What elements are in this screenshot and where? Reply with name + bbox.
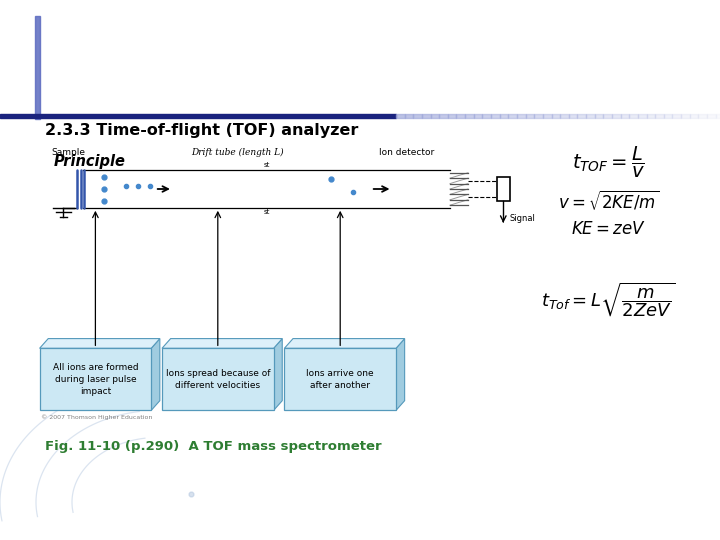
- Bar: [284, 348, 396, 410]
- Text: 2.3.3 Time-of-flight (TOF) analyzer: 2.3.3 Time-of-flight (TOF) analyzer: [45, 123, 358, 138]
- Bar: [612, 114, 621, 118]
- Text: Drift tube (length L): Drift tube (length L): [192, 147, 284, 157]
- Bar: [456, 114, 465, 118]
- Bar: [655, 114, 664, 118]
- Bar: [422, 114, 431, 118]
- Polygon shape: [40, 339, 160, 348]
- Bar: [35, 16, 40, 119]
- Bar: [448, 114, 456, 118]
- Text: $t_{TOF}=\dfrac{L}{v}$: $t_{TOF}=\dfrac{L}{v}$: [572, 145, 645, 179]
- Bar: [431, 114, 439, 118]
- Bar: [664, 114, 672, 118]
- Polygon shape: [274, 339, 282, 410]
- Bar: [465, 114, 474, 118]
- Bar: [603, 114, 612, 118]
- Bar: [560, 114, 569, 118]
- Text: Fig. 11-10 (p.290)  A TOF mass spectrometer: Fig. 11-10 (p.290) A TOF mass spectromet…: [45, 440, 382, 453]
- Bar: [396, 114, 405, 118]
- Bar: [491, 114, 500, 118]
- Text: st: st: [264, 162, 269, 168]
- Polygon shape: [284, 339, 405, 348]
- Bar: [698, 114, 707, 118]
- Bar: [413, 114, 422, 118]
- Text: Ions arrive one
after another: Ions arrive one after another: [307, 369, 374, 390]
- Bar: [621, 114, 629, 118]
- Bar: [577, 114, 586, 118]
- Bar: [500, 114, 508, 118]
- Polygon shape: [151, 339, 160, 410]
- Text: st: st: [264, 209, 269, 215]
- Bar: [629, 114, 638, 118]
- Bar: [162, 348, 274, 410]
- Bar: [0, 114, 396, 118]
- Bar: [707, 114, 716, 118]
- Bar: [647, 114, 655, 118]
- Text: All ions are formed
during laser pulse
impact: All ions are formed during laser pulse i…: [53, 363, 138, 396]
- Text: Principle: Principle: [54, 154, 126, 169]
- Bar: [586, 114, 595, 118]
- Bar: [543, 114, 552, 118]
- Bar: [526, 114, 534, 118]
- Bar: [681, 114, 690, 118]
- Bar: [595, 114, 603, 118]
- Bar: [672, 114, 681, 118]
- Text: Ion detector: Ion detector: [379, 147, 434, 157]
- Text: Signal: Signal: [509, 214, 535, 223]
- Polygon shape: [162, 339, 282, 348]
- Text: $KE=zeV$: $KE=zeV$: [571, 220, 646, 239]
- Bar: [534, 114, 543, 118]
- Text: $t_{Tof}=L\sqrt{\dfrac{m}{2ZeV}}$: $t_{Tof}=L\sqrt{\dfrac{m}{2ZeV}}$: [541, 280, 675, 319]
- Bar: [716, 114, 720, 118]
- Bar: [690, 114, 698, 118]
- Bar: [517, 114, 526, 118]
- Bar: [405, 114, 413, 118]
- Text: $v=\sqrt{2KE/m}$: $v=\sqrt{2KE/m}$: [558, 188, 659, 212]
- Bar: [508, 114, 517, 118]
- Bar: [638, 114, 647, 118]
- Text: © 2007 Thomson Higher Education: © 2007 Thomson Higher Education: [41, 415, 153, 420]
- Text: Sample: Sample: [51, 147, 86, 157]
- Bar: [569, 114, 577, 118]
- Bar: [40, 348, 151, 410]
- Bar: [497, 177, 510, 201]
- Bar: [439, 114, 448, 118]
- Polygon shape: [396, 339, 405, 410]
- Bar: [552, 114, 560, 118]
- Text: Ions spread because of
different velocities: Ions spread because of different velocit…: [166, 369, 270, 390]
- Bar: [474, 114, 482, 118]
- Bar: [482, 114, 491, 118]
